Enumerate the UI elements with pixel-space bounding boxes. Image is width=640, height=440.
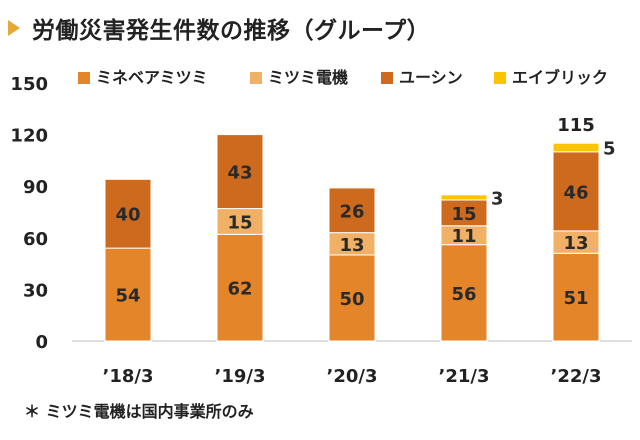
legend-label: ミネベアミツミ bbox=[96, 68, 208, 87]
triangle-bullet-icon bbox=[8, 20, 20, 36]
data-label: 13 bbox=[339, 235, 364, 256]
y-tick-label: 30 bbox=[23, 280, 48, 301]
data-label: 3 bbox=[491, 188, 504, 209]
data-label: 54 bbox=[115, 286, 140, 307]
y-tick-label: 120 bbox=[10, 126, 48, 147]
y-tick-label: 60 bbox=[23, 229, 48, 250]
x-tick-label: ’22/3 bbox=[551, 366, 602, 387]
data-label: 62 bbox=[227, 279, 252, 300]
stacked-bar-chart: 0306090120150ミネベアミツミミツミ電機ユーシンエイブリック54040… bbox=[10, 68, 632, 387]
data-label: 46 bbox=[563, 182, 588, 203]
bar-segment bbox=[552, 142, 600, 153]
bar-segment bbox=[328, 187, 376, 234]
y-tick-label: 150 bbox=[10, 74, 48, 95]
bar-segment bbox=[104, 178, 152, 249]
legend-label: エイブリック bbox=[512, 68, 608, 87]
data-label: 26 bbox=[339, 201, 364, 222]
legend-swatch bbox=[250, 72, 262, 84]
total-label: 115 bbox=[557, 115, 595, 136]
bar-segment bbox=[104, 247, 152, 342]
footnote: ＊ ミツミ電機は国内事業所のみ bbox=[24, 402, 254, 421]
x-tick-label: ’18/3 bbox=[103, 366, 154, 387]
bar-segment bbox=[216, 233, 264, 342]
data-label: 51 bbox=[563, 288, 588, 309]
y-tick-label: 0 bbox=[35, 332, 48, 353]
bar-segment bbox=[440, 199, 488, 227]
bar-segment bbox=[440, 194, 488, 201]
bar-segment bbox=[552, 151, 600, 232]
bar-segment bbox=[328, 254, 376, 342]
data-label: 13 bbox=[563, 233, 588, 254]
title-row: 労働災害発生件数の推移（グループ） bbox=[8, 8, 430, 48]
legend-swatch bbox=[381, 72, 393, 84]
legend-swatch bbox=[78, 72, 90, 84]
y-tick-label: 90 bbox=[23, 177, 48, 198]
legend-swatch bbox=[494, 72, 506, 84]
bar-segment bbox=[216, 134, 264, 210]
chart-title: 労働災害発生件数の推移（グループ） bbox=[32, 18, 431, 44]
data-label: 11 bbox=[451, 226, 476, 247]
data-label: 43 bbox=[227, 163, 252, 184]
data-label: 50 bbox=[339, 289, 364, 310]
x-tick-label: ’21/3 bbox=[439, 366, 490, 387]
data-label: 15 bbox=[227, 212, 252, 233]
legend-label: ミツミ電機 bbox=[268, 68, 348, 87]
data-label: 56 bbox=[451, 284, 476, 305]
data-label: 15 bbox=[451, 204, 476, 225]
data-label: 5 bbox=[603, 139, 616, 160]
bar-segment bbox=[440, 244, 488, 342]
data-label: 40 bbox=[115, 205, 140, 226]
x-tick-label: ’19/3 bbox=[215, 366, 266, 387]
legend-label: ユーシン bbox=[399, 68, 463, 87]
x-tick-label: ’20/3 bbox=[327, 366, 378, 387]
